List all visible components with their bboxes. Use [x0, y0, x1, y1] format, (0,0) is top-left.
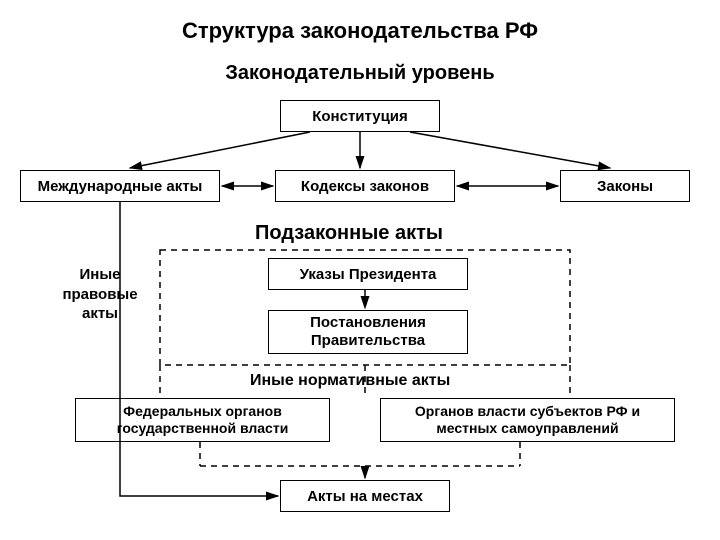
box-codes: Кодексы законов: [275, 170, 455, 202]
section3-label: Иные нормативные акты: [250, 372, 450, 390]
box-laws: Законы: [560, 170, 690, 202]
main-title: Структура законодательства РФ: [0, 18, 720, 44]
box-regional: Органов власти субъектов РФ и местных са…: [380, 398, 675, 442]
box-local: Акты на местах: [280, 480, 450, 512]
section2-label: Подзаконные акты: [255, 222, 443, 245]
sub-title: Законодательный уровень: [0, 62, 720, 85]
box-federal: Федеральных органов государственной влас…: [75, 398, 330, 442]
box-decrees: Указы Президента: [268, 258, 468, 290]
box-other-legal: Иные правовые акты: [45, 265, 155, 324]
box-resolutions: Постановления Правительства: [268, 310, 468, 354]
other-legal-text: Иные правовые акты: [62, 266, 137, 322]
box-constitution: Конституция: [280, 100, 440, 132]
box-intl: Международные акты: [20, 170, 220, 202]
